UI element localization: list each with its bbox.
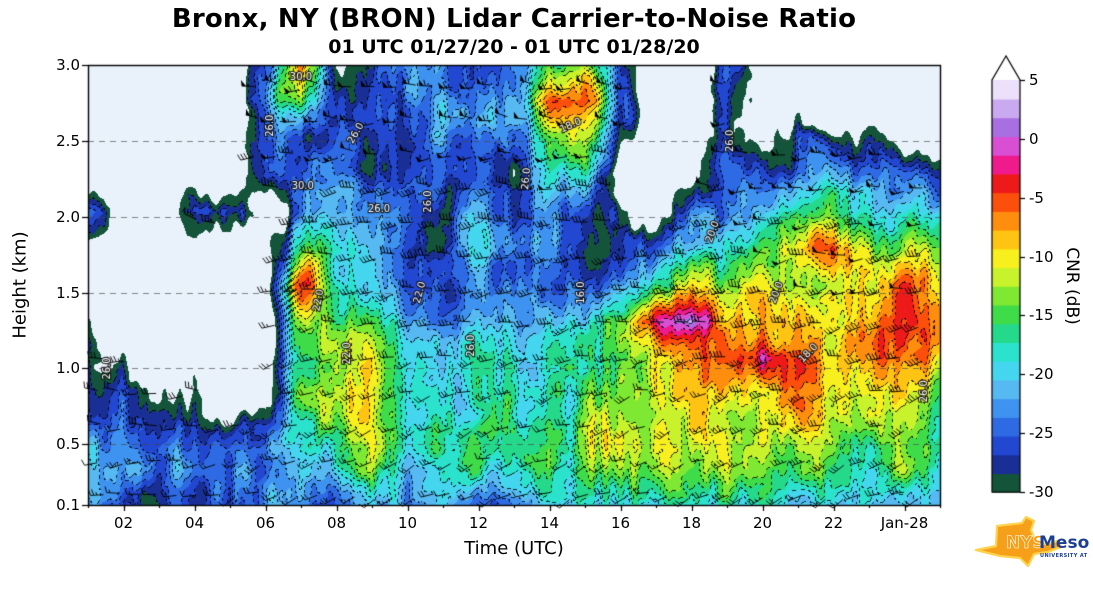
x-tick-label-04: 04 xyxy=(184,514,205,532)
y-tick-label-0.1: 0.1 xyxy=(56,496,80,514)
logo-text-mesonet: Mesonet xyxy=(1039,533,1090,553)
chart-subtitle: 01 UTC 01/27/20 - 01 UTC 01/28/20 xyxy=(328,36,700,58)
nys-mesonet-logo: NYS Mesonet UNIVERSITY AT ALBANY xyxy=(972,512,1093,584)
x-tick-label-08: 08 xyxy=(326,514,347,532)
chart-title: Bronx, NY (BRON) Lidar Carrier-to-Noise … xyxy=(171,4,857,34)
logo-text-nys: NYS xyxy=(1006,533,1045,553)
y-tick-label-1.0: 1.0 xyxy=(56,359,80,378)
ny-state-shape xyxy=(974,515,1063,568)
x-axis-label: Time (UTC) xyxy=(464,538,564,559)
x-tick-label-02: 02 xyxy=(113,514,134,532)
colorbar-tick-label--25: -25 xyxy=(1029,424,1054,443)
x-tick-label-18: 18 xyxy=(681,514,702,532)
colorbar-tick-label--10: -10 xyxy=(1029,247,1054,266)
y-tick-label-2.5: 2.5 xyxy=(56,131,80,150)
x-tick-label-12: 12 xyxy=(468,514,489,532)
y-tick-label-3.0: 3.0 xyxy=(56,56,80,74)
x-tick-label-14: 14 xyxy=(539,514,560,532)
x-tick-label-22: 22 xyxy=(823,514,844,532)
colorbar-tick-label--5: -5 xyxy=(1029,188,1044,207)
x-tick-label-Jan-28: Jan-28 xyxy=(880,514,929,532)
x-tick-label-06: 06 xyxy=(255,514,276,532)
y-tick-label-0.5: 0.5 xyxy=(56,435,80,454)
x-tick-label-16: 16 xyxy=(610,514,631,532)
x-tick-label-20: 20 xyxy=(752,514,773,532)
colorbar-tick-label--15: -15 xyxy=(1029,306,1054,325)
y-tick-label-1.5: 1.5 xyxy=(56,283,80,302)
y-tick-label-2.0: 2.0 xyxy=(56,207,80,226)
colorbar-tick-label-0: 0 xyxy=(1029,129,1039,148)
logo-tagline: UNIVERSITY AT ALBANY xyxy=(1040,553,1090,559)
x-tick-label-10: 10 xyxy=(397,514,418,532)
y-axis-label: Height (km) xyxy=(9,231,31,339)
colorbar-tick-label--30: -30 xyxy=(1029,483,1054,501)
colorbar-tick-label-5: 5 xyxy=(1029,71,1039,89)
colorbar-tick-label--20: -20 xyxy=(1029,365,1054,384)
logo-graphic: NYS Mesonet UNIVERSITY AT ALBANY xyxy=(974,515,1093,568)
